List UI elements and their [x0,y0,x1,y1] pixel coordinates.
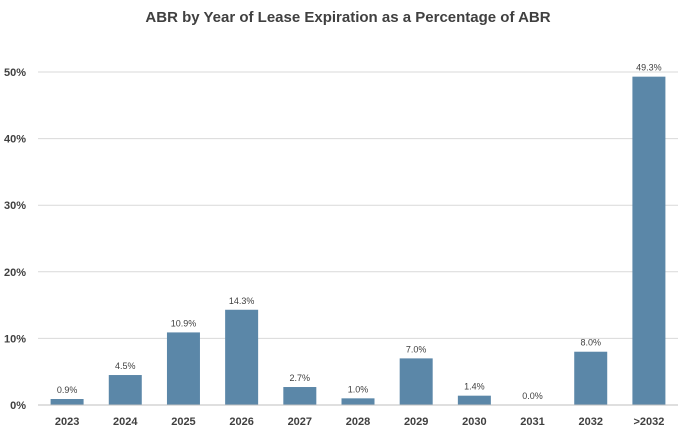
data-label: 0.0% [522,391,543,401]
bar [283,387,317,405]
data-label: 49.3% [636,63,662,73]
bar [632,76,666,406]
data-label: 2.7% [290,373,311,383]
x-tick-label: 2029 [404,416,428,428]
chart-title: ABR by Year of Lease Expiration as a Per… [145,9,550,26]
x-tick-label: 2023 [55,416,79,428]
data-label: 7.0% [406,344,427,354]
y-tick-label: 20% [4,267,26,279]
x-tick-label: >2032 [633,416,664,428]
data-label: 14.3% [229,296,255,306]
bars [50,76,666,406]
data-label: 1.0% [348,384,369,394]
y-axis-tick-labels: 0% 10% 20% 30% 40% 50% [4,67,26,412]
bar [574,351,608,405]
y-tick-label: 30% [4,200,26,212]
data-label: 4.5% [115,361,136,371]
y-tick-label: 10% [4,333,26,345]
y-tick-label: 0% [10,400,26,412]
x-tick-label: 2024 [113,416,138,428]
x-tick-label: 2032 [578,416,602,428]
bar [108,375,142,405]
bar [341,398,375,405]
x-tick-label: 2031 [520,416,544,428]
x-tick-label: 2026 [229,416,253,428]
data-label: 1.4% [464,382,485,392]
bar [50,399,84,405]
bar [457,395,491,405]
x-tick-label: 2025 [171,416,195,428]
bar [225,309,259,405]
x-tick-label: 2027 [288,416,312,428]
data-labels: 0.9% 4.5% 10.9% 14.3% 2.7% 1.0% 7.0% 1.4% 0.0% 8.… [57,63,662,401]
bar [166,332,200,405]
x-axis-tick-labels: 2023 2024 2025 2026 2027 2028 2029 2030 2031 2032… [55,416,665,428]
x-tick-label: 2030 [462,416,486,428]
x-tick-label: 2028 [346,416,370,428]
y-tick-label: 40% [4,134,26,146]
y-tick-label: 50% [4,67,26,79]
data-label: 0.9% [57,385,78,395]
bar [399,358,433,405]
data-label: 8.0% [580,338,601,348]
data-label: 10.9% [171,318,197,328]
gridlines [38,71,678,339]
